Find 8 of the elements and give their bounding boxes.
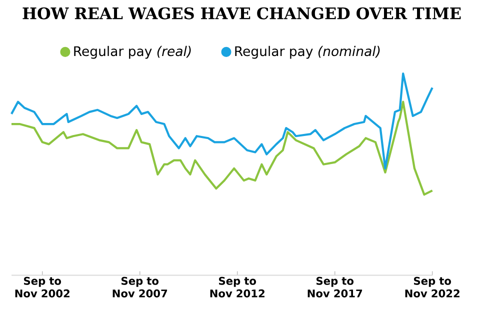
x-tick-label: Sep to Nov 2022 [405,277,460,298]
legend-label: Regular pay (real) [74,46,191,59]
x-tick-label: Sep to Nov 2007 [112,277,168,298]
x-tick-label: Sep to Nov 2002 [15,277,70,298]
x-tick-label: Sep to Nov 2012 [210,277,264,298]
legend-label: Regular pay (nominal) [235,46,380,59]
chart-title: HOW REAL WAGES HAVE CHANGED OVER TIME [22,8,461,20]
x-tick-label: Sep to Nov 2017 [308,277,362,298]
